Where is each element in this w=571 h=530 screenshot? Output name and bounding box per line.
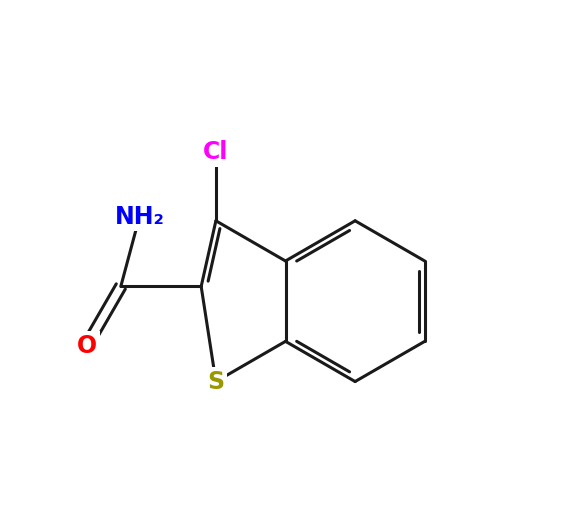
Text: NH₂: NH₂ (115, 205, 164, 228)
Text: S: S (207, 369, 224, 394)
Text: Cl: Cl (203, 140, 228, 164)
Text: O: O (77, 333, 96, 358)
